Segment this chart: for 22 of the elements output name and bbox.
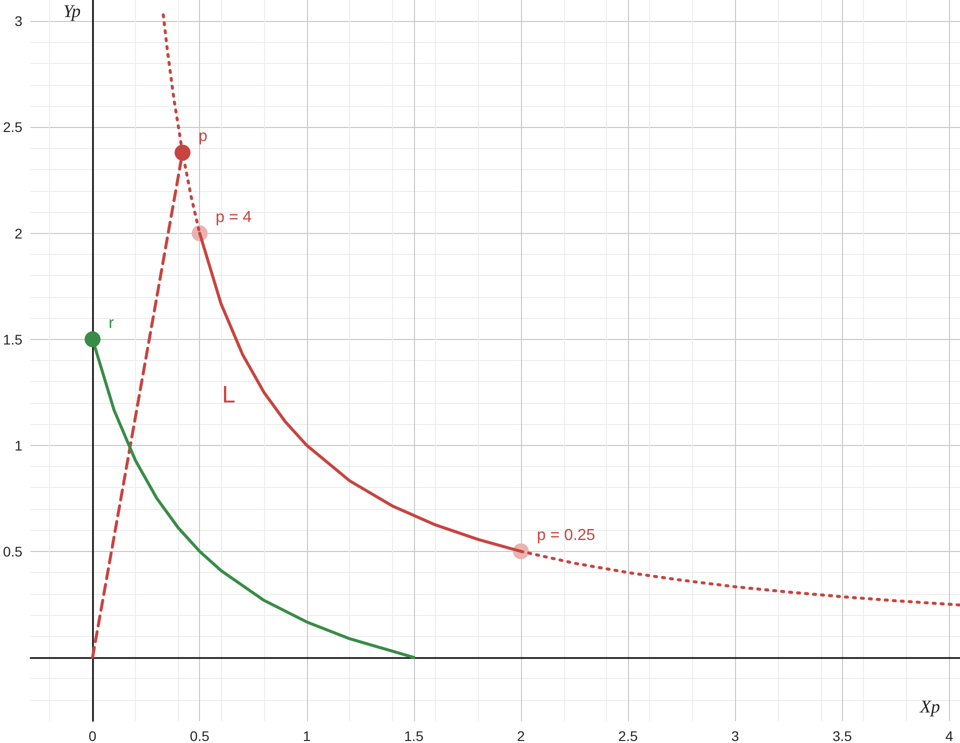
x-tick-label: 3 — [731, 728, 740, 743]
x-tick-label: 1 — [302, 728, 311, 743]
x-tick-label: 4 — [945, 728, 954, 743]
y-tick-label: 1.5 — [2, 331, 23, 348]
x-tick-label: 0 — [88, 728, 97, 743]
y-tick-label: 0.5 — [2, 543, 23, 560]
y-axis-title: Yp — [63, 1, 81, 21]
x-tick-label: 0.5 — [190, 728, 210, 743]
y-tick-label: 3 — [14, 13, 23, 30]
annotation: L — [222, 382, 236, 408]
annotation: p = 0.25 — [536, 526, 596, 544]
x-tick-label: 3.5 — [832, 728, 852, 743]
x-tick-label: 1.5 — [404, 728, 424, 743]
y-tick-label: 2 — [14, 225, 23, 242]
y-tick-label: 2.5 — [2, 119, 23, 136]
x-tick-label: 2.5 — [618, 728, 638, 743]
y-tick-label: 1 — [14, 437, 23, 454]
annotation: r — [108, 314, 115, 332]
x-tick-label: 2 — [517, 728, 526, 743]
x-axis-title: Xp — [919, 696, 940, 716]
annotation: p — [198, 128, 208, 146]
annotation: p = 4 — [216, 208, 252, 226]
